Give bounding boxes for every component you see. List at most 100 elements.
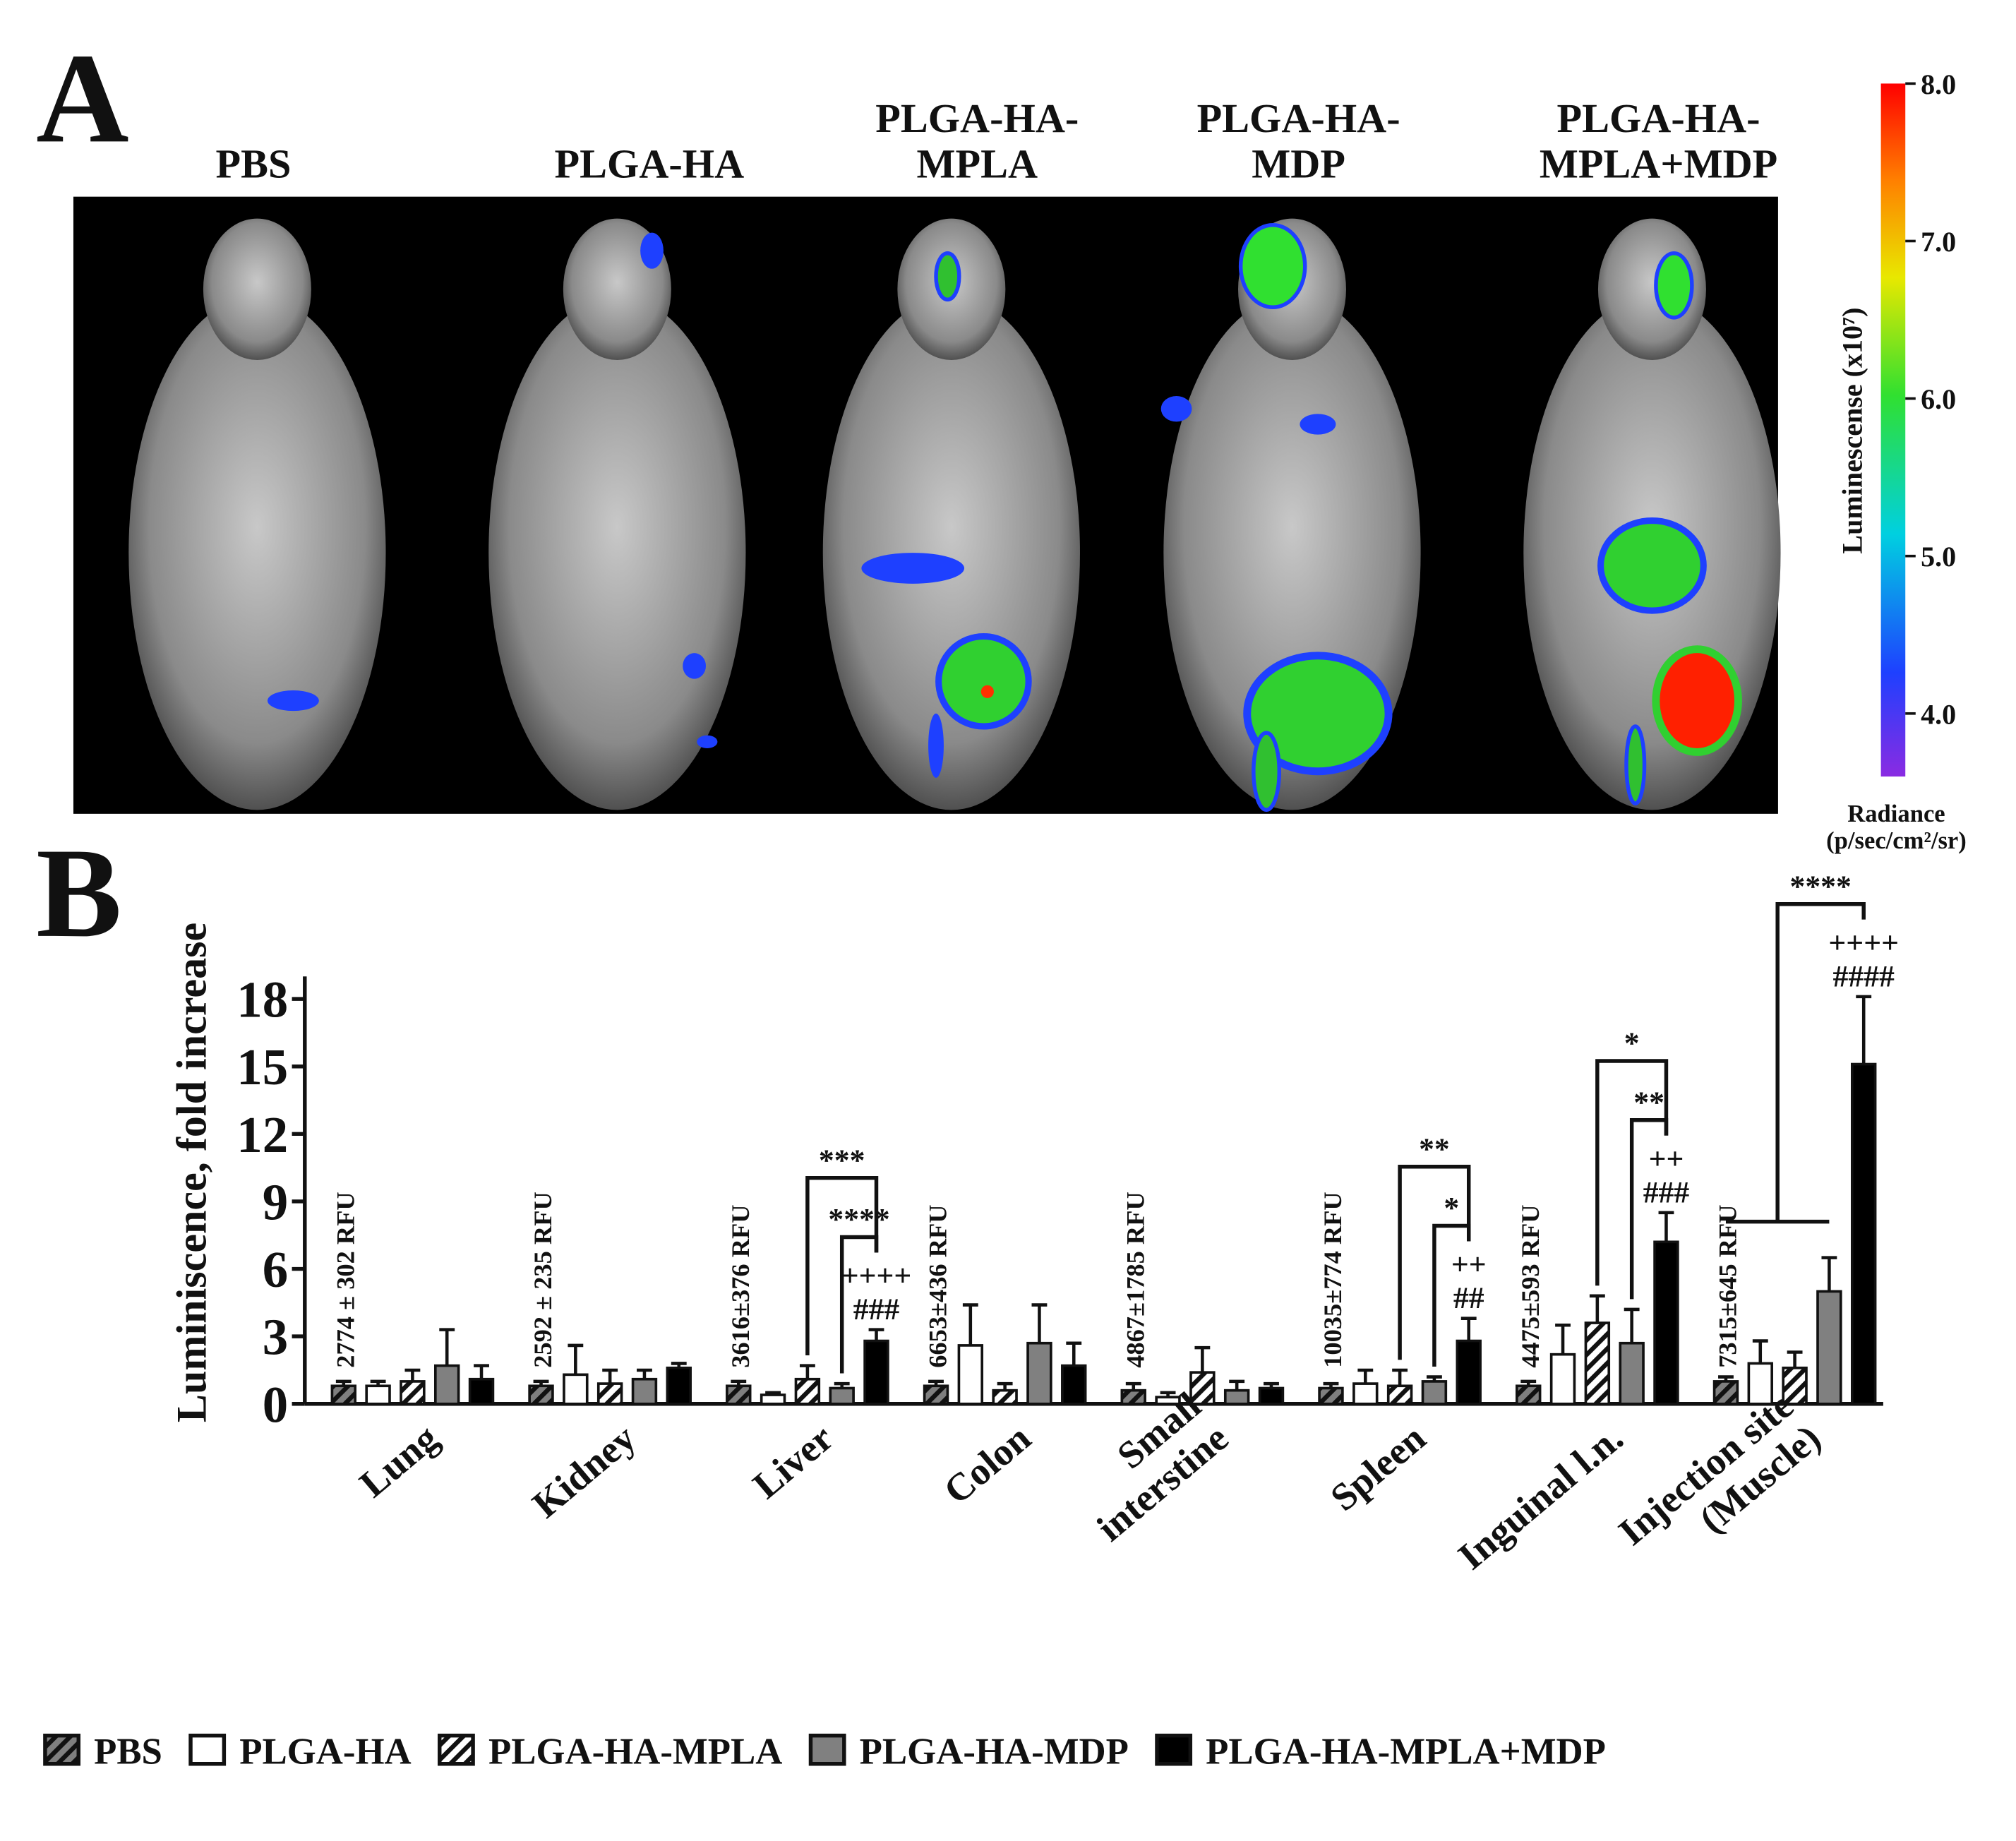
bar (1850, 1062, 1877, 1405)
bar (794, 1377, 821, 1405)
legend-label: PLGA-HA (239, 1732, 411, 1773)
bracket-label: * (1624, 1026, 1640, 1060)
category-note: 2592 ± 235 RFU (529, 1192, 557, 1368)
legend-swatch (1155, 1733, 1193, 1766)
bar (1653, 1240, 1679, 1405)
bar (528, 1384, 554, 1405)
category-note: 4475±593 RFU (1516, 1204, 1544, 1367)
y-tick-label: 12 (236, 1106, 288, 1163)
significance-mark: ++ (1649, 1142, 1684, 1176)
colorbar-tick-label: 5.0 (1921, 541, 1956, 572)
bar (829, 1386, 855, 1405)
bar (1318, 1386, 1344, 1405)
bar (1258, 1386, 1285, 1405)
bar (596, 1382, 623, 1405)
legend-swatch (43, 1733, 80, 1766)
y-axis-label: Luminiscence, fold increase (169, 923, 216, 1422)
bracket-label: **** (1790, 870, 1852, 904)
image-title: PLGA-HA (555, 140, 745, 186)
category-label: Smallinterstine (1062, 1384, 1237, 1549)
bar (1352, 1382, 1379, 1405)
category-label: Inguinal l.n. (1450, 1416, 1631, 1578)
bracket-label: * (1444, 1192, 1459, 1225)
category-label: Liver (745, 1416, 841, 1507)
image-title: PLGA-HA-MPLA (875, 95, 1079, 186)
bar (631, 1377, 658, 1405)
bar (666, 1366, 692, 1405)
colorbar-tick-label: 4.0 (1921, 698, 1956, 730)
significance-mark: ### (1643, 1175, 1690, 1209)
category-label: Colon (935, 1416, 1038, 1512)
y-tick-label: 3 (263, 1309, 288, 1366)
category-label: Spleen (1322, 1416, 1434, 1519)
image-title: PLGA-HA-MPLA+MDP (1540, 95, 1777, 186)
bar (1584, 1321, 1611, 1405)
legend-swatch (188, 1733, 227, 1766)
bar (863, 1339, 889, 1405)
bar (923, 1384, 949, 1405)
bar (1386, 1384, 1413, 1405)
bar (1189, 1371, 1216, 1405)
bar (1026, 1341, 1052, 1405)
bracket (1398, 1165, 1471, 1360)
bar (1120, 1389, 1146, 1405)
bar (400, 1380, 426, 1405)
panel-label: A (36, 28, 129, 169)
bar (726, 1384, 752, 1405)
category-label: Kidney (524, 1416, 644, 1526)
category-note: 7315±645 RFU (1714, 1204, 1742, 1367)
colorbar-unit: Radiance (p/sec/cm²/sr) (1826, 800, 1967, 854)
image-title: PLGA-HA-MDP (1197, 95, 1400, 186)
bar (1549, 1353, 1576, 1405)
category-note: 4867±1785 RFU (1121, 1192, 1149, 1368)
bar (563, 1373, 589, 1405)
bar (760, 1393, 786, 1405)
bar (1816, 1290, 1842, 1405)
bar (1782, 1366, 1808, 1405)
bar (1061, 1364, 1087, 1405)
bar (434, 1364, 460, 1405)
legend-label: PBS (94, 1732, 162, 1773)
bar (957, 1344, 984, 1405)
legend-label: PLGA-HA-MPLA (488, 1732, 782, 1773)
bar (992, 1389, 1018, 1405)
bar (1747, 1362, 1773, 1405)
bar (1619, 1341, 1645, 1405)
bracket (1595, 1059, 1669, 1286)
legend-label: PLGA-HA-MDP (860, 1732, 1129, 1773)
bracket-label: ** (1633, 1086, 1664, 1120)
y-tick-label: 18 (236, 971, 288, 1029)
significance-mark: ### (853, 1293, 900, 1326)
panel-label: B (36, 822, 121, 964)
y-tick-label: 15 (236, 1038, 288, 1096)
legend-swatch (438, 1733, 475, 1766)
legend-label: PLGA-HA-MPLA+MDP (1206, 1732, 1606, 1773)
category-note: 3616±376 RFU (726, 1204, 755, 1367)
category-label: Lung (352, 1416, 447, 1506)
bracket-label: **** (828, 1203, 889, 1237)
category-note: 6653±436 RFU (924, 1204, 952, 1367)
bar (1223, 1389, 1250, 1405)
bracket-label: ** (1419, 1132, 1450, 1166)
image-title: PBS (216, 140, 292, 186)
bar (1516, 1384, 1542, 1405)
y-tick-label: 0 (263, 1376, 288, 1433)
significance-mark: ++++ (1828, 926, 1899, 960)
mice (128, 218, 1781, 812)
significance-mark: ## (1453, 1281, 1484, 1315)
y-tick-label: 9 (263, 1173, 288, 1230)
legend-swatch (808, 1733, 846, 1766)
significance-mark: ++ (1451, 1248, 1487, 1282)
category-note: 10035±774 RFU (1319, 1192, 1347, 1368)
bracket-label: *** (819, 1144, 865, 1177)
colorbar-label: Luminescense (x10⁷) (1836, 308, 1868, 554)
category-note: 2774 ± 302 RFU (331, 1192, 359, 1368)
significance-mark: #### (1833, 959, 1895, 993)
bar (1421, 1380, 1448, 1405)
colorbar (1880, 83, 1906, 777)
category-label: Injection site(Muscle) (1610, 1384, 1828, 1586)
bar (330, 1384, 357, 1405)
bar (1712, 1380, 1739, 1405)
bar (365, 1384, 391, 1405)
